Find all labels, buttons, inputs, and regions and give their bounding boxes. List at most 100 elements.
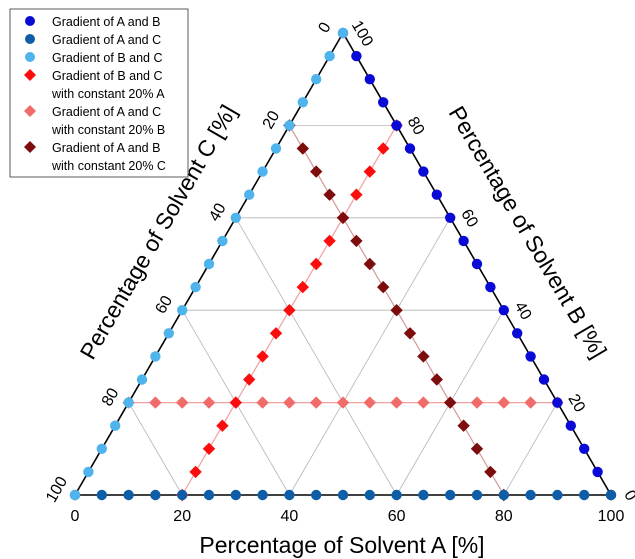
data-points [69,27,617,502]
legend-marker-grad_ab_20c [24,141,36,153]
data-point-grad_ab [592,466,603,478]
data-point-grad_bc_20a [283,304,296,317]
legend-marker-grad_ac [25,34,35,44]
tick-label-b: 40 [511,299,535,323]
data-point-grad_bc [69,489,81,501]
data-point-grad_bc [217,235,228,247]
data-point-grad_bc_20a [310,257,323,271]
data-point-grad_bc [297,97,308,108]
legend-label-grad_bc_20a: Gradient of B and C [52,69,162,83]
data-point-grad_bc [337,27,349,39]
data-point-grad_bc [311,74,322,85]
tick-label-c: 60 [152,293,176,317]
data-point-grad_ab_20c [403,327,417,340]
data-point-grad_ac_20b [497,396,510,409]
grid-line-c [128,402,183,496]
data-point-grad_ab [391,120,402,131]
legend-label-grad_ac_20b: with constant 20% B [51,123,165,137]
data-point-grad_bc [203,258,215,270]
data-point-grad_ac [311,489,322,501]
legend-label-grad_ac_20b: Gradient of A and C [52,105,161,119]
legend-label-grad_ab: Gradient of A and B [52,15,160,29]
data-point-grad_ac_20b [256,396,269,409]
legend-marker-grad_bc [25,52,35,62]
data-point-grad_ab [458,235,469,247]
data-point-grad_bc_20a [377,142,390,155]
data-point-grad_ab_20c [296,142,309,155]
grid-line-a [289,217,451,496]
grid-line-c [235,217,397,496]
data-point-grad_ac_20b [524,396,537,409]
tick-label-a: 60 [388,508,406,525]
data-point-grad_bc_20a [216,419,229,432]
data-point-grad_ab_20c [363,257,376,271]
data-point-grad_bc_20a [229,396,242,409]
data-point-grad_ab [431,189,442,200]
data-point-grad_ac [177,489,188,501]
legend-marker-grad_bc_20a [24,69,36,81]
data-point-grad_bc [110,420,121,431]
data-point-grad_ac_20b [202,396,216,409]
data-point-grad_ac [605,489,617,501]
data-point-grad_bc [230,212,241,223]
data-point-grad_ab_20c [377,280,390,294]
data-point-grad_bc_20a [363,165,376,178]
data-point-grad_bc [257,166,268,177]
data-point-grad_ab_20c [470,442,484,455]
legend-marker-grad_ab [25,16,35,26]
data-point-grad_ac [203,489,215,501]
tick-label-a: 100 [598,508,625,525]
data-point-grad_ab_20c [336,211,350,224]
data-point-grad_ac [123,489,134,501]
data-point-grad_ab [552,397,563,408]
data-point-grad_bc [83,466,94,478]
data-point-grad_ab [525,351,536,362]
data-point-grad_ab [378,97,389,108]
axis-title-a: Percentage of Solvent A [%] [199,532,484,558]
data-point-grad_ac_20b [336,396,350,409]
data-point-grad_ac [284,489,295,501]
data-point-grad_ab [471,258,483,270]
tick-label-a: 80 [495,508,513,525]
data-point-grad_ab [404,143,416,154]
data-point-grad_bc_20a [350,188,363,201]
grid-line-a [503,402,558,496]
data-point-grad_bc [96,443,108,454]
data-point-grad_bc [324,50,335,62]
data-point-grad_ab_20c [457,419,470,432]
data-point-grad_ac_20b [176,396,189,409]
legend-label-grad_ab_20c: with constant 20% C [51,159,166,173]
data-point-grad_ac_20b [363,396,376,409]
tick-label-a: 40 [281,508,299,525]
data-point-grad_ac [552,489,563,501]
data-point-grad_bc [150,351,161,362]
data-point-grad_ac [150,489,161,501]
data-point-grad_bc_20a [296,280,309,294]
data-point-grad_bc [163,328,174,339]
tick-label-b: 80 [404,114,428,138]
data-point-grad_ab_20c [430,373,443,386]
legend-box [9,8,189,178]
data-point-grad_ac_20b [417,396,430,409]
data-point-grad_ac [96,489,108,501]
data-point-grad_ab_20c [484,465,497,479]
tick-label-b: 100 [348,18,376,50]
data-point-grad_ab [485,281,496,293]
data-point-grad_bc [123,397,134,408]
data-point-grad_ab [579,443,590,454]
data-point-grad_ab [565,420,576,431]
data-point-grad_ac [579,489,590,501]
data-point-grad_ac [257,489,268,501]
tick-label-a: 0 [71,508,80,525]
legend-label-grad_ac: Gradient of A and C [52,33,161,47]
data-point-grad_ac [230,489,241,501]
data-point-grad_bc_20a [256,350,269,363]
data-point-grad_ab [418,166,429,177]
legend-label-grad_ab_20c: Gradient of A and B [52,141,160,155]
data-point-grad_ac [337,489,349,501]
tick-label-c: 20 [260,108,284,132]
data-point-grad_bc_20a [202,442,216,455]
tick-label-c: 0 [316,20,335,36]
data-point-grad_bc [190,281,201,293]
